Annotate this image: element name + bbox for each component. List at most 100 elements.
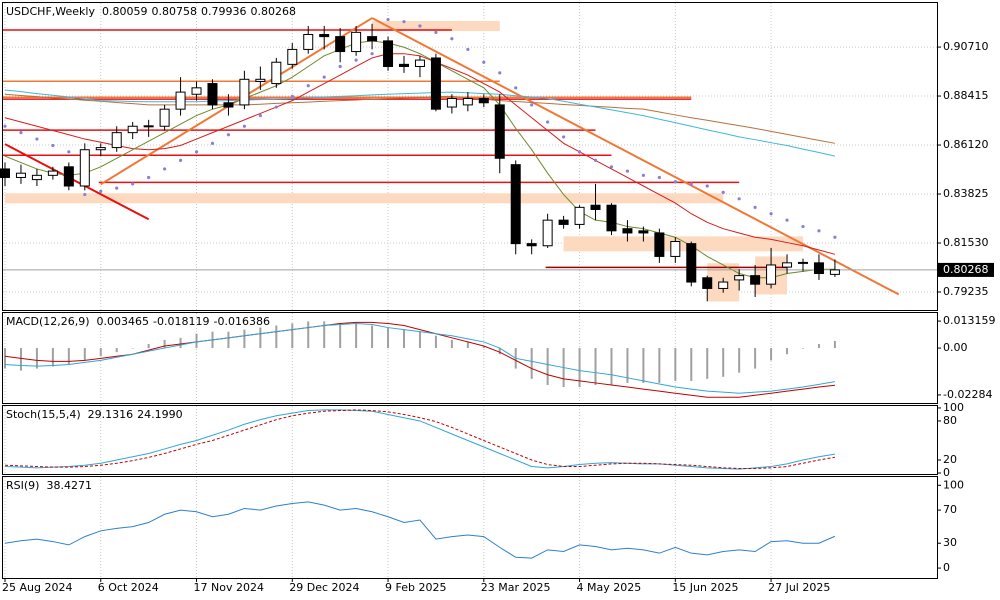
psar-dot <box>226 133 231 137</box>
candle-body <box>798 261 808 264</box>
histogram-bar <box>163 339 166 349</box>
header-value: 24.1990 <box>137 408 183 421</box>
y-tick-label: 80 <box>943 414 957 427</box>
histogram-bar <box>833 340 836 349</box>
histogram-bar <box>291 323 294 349</box>
psar-dot <box>3 124 7 128</box>
y-tick-label: 100 <box>943 478 964 491</box>
x-tick-label: 4 May 2025 <box>577 581 642 594</box>
psar-dot <box>290 94 294 98</box>
panel-header: USDCHF,Weekly 0.80059 0.80758 0.79936 0.8026… <box>6 5 296 18</box>
candle-body <box>414 59 425 67</box>
histogram-bar <box>259 327 262 349</box>
histogram-bar <box>115 348 118 353</box>
psar-dot <box>593 158 598 162</box>
indicator-line <box>4 322 836 394</box>
psar-dot <box>530 103 534 107</box>
psar-dot <box>641 173 646 177</box>
psar-dot <box>370 52 374 56</box>
candle-body <box>446 98 457 108</box>
candle-body <box>670 240 681 257</box>
histogram-bar <box>786 348 789 355</box>
candle-body <box>718 281 729 289</box>
histogram-bar <box>19 348 22 371</box>
stoch-panel <box>2 405 938 475</box>
histogram-bar <box>530 348 533 379</box>
header-title: MACD(12,26,9) <box>6 315 90 328</box>
candle-body <box>303 33 314 50</box>
indicator-line <box>4 501 836 559</box>
candle-body <box>191 87 202 95</box>
psar-dot <box>338 64 342 69</box>
candle-body <box>750 275 761 285</box>
histogram-bar <box>307 321 310 349</box>
x-tick-label: 9 Feb 2025 <box>385 581 446 594</box>
histogram-bar <box>706 348 709 379</box>
psar-dot <box>83 192 87 197</box>
panel-header: MACD(12,26,9) 0.003465 -0.018119 -0.016386 <box>6 315 270 328</box>
candle-body <box>494 104 505 159</box>
zone <box>563 236 803 252</box>
psar-dot <box>562 135 566 139</box>
psar-dot <box>178 158 183 162</box>
histogram-bar <box>642 348 645 383</box>
psar-dot <box>51 143 55 148</box>
y-tick-label: 0.013159 <box>943 314 996 327</box>
candle-body <box>335 36 346 53</box>
candle-body <box>638 230 649 234</box>
candle-body <box>15 172 26 178</box>
psar-dot <box>163 167 167 171</box>
psar-dot <box>450 37 454 41</box>
candle-body <box>622 228 633 234</box>
psar-dot <box>210 141 215 145</box>
candle-body <box>702 277 713 289</box>
candle-body <box>127 125 138 134</box>
candle-body <box>143 125 154 128</box>
histogram-bar <box>179 337 182 349</box>
candle-body <box>31 174 42 181</box>
psar-dot <box>514 86 518 90</box>
psar-dot <box>306 84 310 88</box>
psar-dot <box>609 165 614 169</box>
y-tick-label: 70 <box>943 503 957 516</box>
psar-dot <box>67 150 71 154</box>
zone <box>5 193 724 204</box>
histogram-bar <box>51 348 54 367</box>
candle-body <box>95 147 106 151</box>
psar-dot <box>721 190 725 195</box>
candle-body <box>0 168 10 178</box>
y-tick-label: 20 <box>943 453 957 466</box>
y-tick-label: 0.83825 <box>943 187 989 200</box>
psar-dot <box>99 189 103 193</box>
candle-body <box>526 243 537 247</box>
candle-body <box>255 78 266 82</box>
histogram-bar <box>131 348 134 349</box>
psar-dot <box>131 182 135 186</box>
candle-body <box>734 275 745 281</box>
y-tick-label: 30 <box>943 536 957 549</box>
header-value: 0.003465 <box>97 315 150 328</box>
psar-dot <box>625 169 630 173</box>
psar-dot <box>466 47 470 52</box>
histogram-bar <box>243 329 246 349</box>
histogram-bar <box>802 348 804 349</box>
candle-body <box>63 166 74 187</box>
candle-body <box>367 36 378 42</box>
histogram-bar <box>35 348 38 369</box>
psar-dot <box>482 60 486 64</box>
histogram-bar <box>498 348 501 355</box>
histogram-bar <box>418 331 421 349</box>
candle-body <box>430 57 441 110</box>
psar-dot <box>242 124 246 128</box>
candle-body <box>590 204 601 210</box>
candle-body <box>462 98 473 106</box>
histogram-bar <box>339 323 342 349</box>
candle-body <box>287 48 298 65</box>
histogram-bar <box>275 325 278 349</box>
indicator-line <box>4 409 836 470</box>
y-tick-label: 0 <box>943 466 950 479</box>
psar-dot <box>833 235 837 239</box>
psar-dot <box>147 175 151 180</box>
psar-dot <box>657 175 661 180</box>
